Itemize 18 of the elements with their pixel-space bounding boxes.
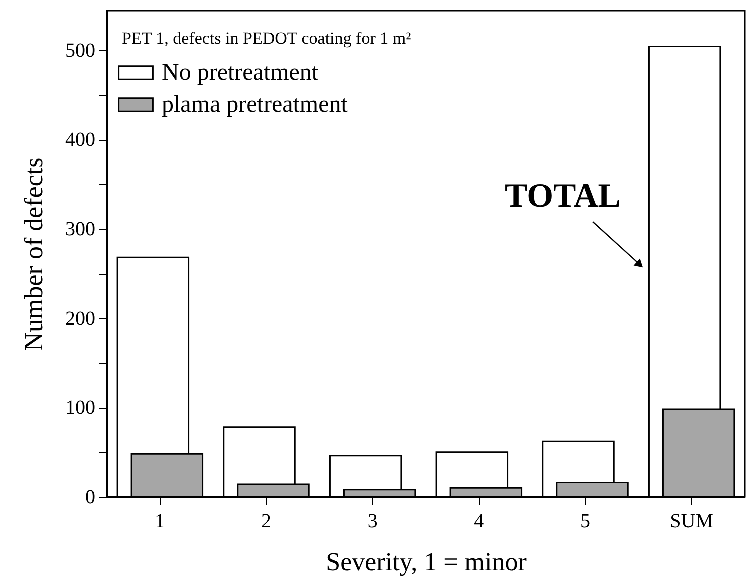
x-tick-label: 2 [262, 510, 272, 532]
x-tick-label: 3 [368, 510, 378, 532]
x-tick-label: SUM [670, 510, 714, 532]
y-tick-label: 200 [66, 308, 96, 330]
x-axis-title: Severity, 1 = minor [326, 548, 528, 576]
x-tick-label: 4 [474, 510, 484, 532]
y-tick-label: 500 [66, 40, 96, 62]
y-tick-label: 400 [66, 129, 96, 152]
y-tick-label: 300 [66, 218, 96, 240]
y-tick-label: 0 [86, 486, 96, 508]
y-axis-title: Number of defects [20, 158, 48, 352]
y-tick-label: 100 [66, 397, 96, 420]
text: PET 1, defects in PEDOT coating for 1 m² [122, 29, 412, 48]
annotation: TOTAL [505, 178, 621, 215]
x-tick-label: 5 [580, 510, 590, 532]
legend-label: No pretreatment [162, 60, 319, 86]
legend-label: plama pretreatment [162, 92, 348, 118]
x-tick-label: 1 [155, 510, 166, 532]
